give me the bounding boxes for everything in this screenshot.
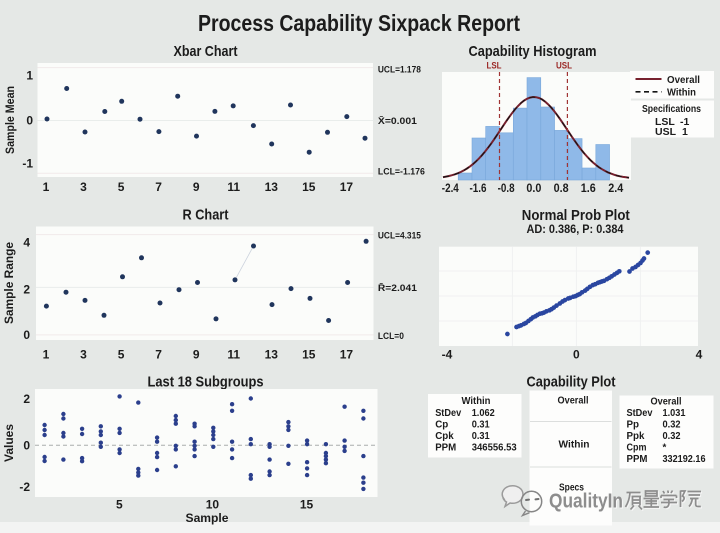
svg-text:Xbar Chart: Xbar Chart <box>174 43 238 60</box>
svg-text:Within: Within <box>462 396 491 407</box>
svg-text:1.031: 1.031 <box>663 408 687 419</box>
svg-text:StDev: StDev <box>435 408 462 419</box>
svg-text:UCL=1.178: UCL=1.178 <box>378 64 421 75</box>
svg-text:LSL: LSL <box>487 61 502 72</box>
svg-text:15: 15 <box>302 180 316 194</box>
svg-text:7: 7 <box>155 180 162 194</box>
svg-text:11: 11 <box>227 348 240 362</box>
svg-text:Ppk: Ppk <box>627 431 646 442</box>
svg-text:3: 3 <box>80 348 87 362</box>
svg-text:5: 5 <box>118 348 125 362</box>
svg-text:-2.4: -2.4 <box>442 181 459 195</box>
svg-text:13: 13 <box>265 348 279 362</box>
svg-text:0: 0 <box>573 348 580 362</box>
svg-text:AD: 0.386, P: 0.384: AD: 0.386, P: 0.384 <box>527 222 624 236</box>
svg-text:Specs: Specs <box>559 482 584 494</box>
svg-text:QualityIn: QualityIn <box>549 491 623 513</box>
svg-text:Cp: Cp <box>435 420 448 431</box>
svg-text:1.062: 1.062 <box>472 408 496 419</box>
svg-text:Overall: Overall <box>651 397 682 408</box>
svg-text:Sample Range: Sample Range <box>2 242 16 324</box>
svg-text:Capability Plot: Capability Plot <box>527 374 616 391</box>
svg-text:LCL=0: LCL=0 <box>378 331 404 342</box>
svg-text:9: 9 <box>193 348 200 362</box>
svg-text:Cpm: Cpm <box>627 443 647 454</box>
svg-text:0: 0 <box>26 114 33 128</box>
svg-text:*: * <box>663 443 667 454</box>
svg-text:5: 5 <box>116 498 123 512</box>
svg-text:1.6: 1.6 <box>581 181 596 195</box>
svg-text:Process Capability Sixpack Rep: Process Capability Sixpack Report <box>198 10 520 36</box>
svg-text:4: 4 <box>696 348 703 362</box>
svg-text:1: 1 <box>682 126 688 138</box>
svg-text:1: 1 <box>26 68 33 82</box>
svg-text:0.8: 0.8 <box>554 181 569 195</box>
svg-text:4: 4 <box>23 235 30 249</box>
svg-text:-1: -1 <box>22 156 33 170</box>
svg-text:PPM: PPM <box>435 443 456 454</box>
svg-text:PPM: PPM <box>627 454 648 465</box>
svg-text:0.31: 0.31 <box>472 420 491 431</box>
svg-text:10: 10 <box>206 498 220 512</box>
svg-text:11: 11 <box>227 180 240 194</box>
svg-text:0.0: 0.0 <box>526 181 541 195</box>
svg-text:QualityIn: QualityIn <box>550 492 624 514</box>
svg-text:Within: Within <box>667 88 696 99</box>
svg-text:Sample Mean: Sample Mean <box>3 86 17 154</box>
svg-text:StDev: StDev <box>627 408 654 419</box>
svg-text:0: 0 <box>23 438 30 452</box>
svg-text:USL: USL <box>655 126 677 138</box>
svg-text:R̄=2.041: R̄=2.041 <box>378 283 418 294</box>
svg-text:X̄=0.001: X̄=0.001 <box>378 116 418 127</box>
svg-text:Overall: Overall <box>558 395 589 407</box>
svg-text:15: 15 <box>300 498 314 512</box>
svg-text:17: 17 <box>340 348 354 362</box>
svg-text:R Chart: R Chart <box>183 207 229 224</box>
svg-text:-4: -4 <box>442 348 453 362</box>
svg-text:-2: -2 <box>19 480 30 494</box>
svg-text:9: 9 <box>193 180 200 194</box>
svg-text:Pp: Pp <box>627 420 640 431</box>
svg-text:Within: Within <box>559 439 590 451</box>
svg-text:346556.53: 346556.53 <box>472 443 518 454</box>
svg-text:Values: Values <box>2 424 16 462</box>
svg-text:0: 0 <box>23 328 30 342</box>
svg-text:1: 1 <box>43 180 50 194</box>
svg-text:7: 7 <box>155 348 162 362</box>
svg-text:Normal Prob Plot: Normal Prob Plot <box>522 207 630 224</box>
svg-text:2: 2 <box>23 283 30 297</box>
svg-text:17: 17 <box>340 180 354 194</box>
svg-text:-1.6: -1.6 <box>470 181 487 195</box>
svg-text:0.32: 0.32 <box>663 431 682 442</box>
svg-text:UCL=4.315: UCL=4.315 <box>378 230 422 241</box>
svg-text:0.31: 0.31 <box>472 431 491 442</box>
svg-text:3: 3 <box>80 180 87 194</box>
svg-text:2: 2 <box>23 392 30 406</box>
svg-text:LCL=-1.176: LCL=-1.176 <box>378 166 425 177</box>
svg-text:Cpk: Cpk <box>435 431 454 442</box>
svg-text:1: 1 <box>43 348 50 362</box>
svg-text:2.4: 2.4 <box>608 181 623 195</box>
svg-text:15: 15 <box>302 348 316 362</box>
svg-text:USL: USL <box>556 61 572 72</box>
svg-text:Sample: Sample <box>186 511 229 525</box>
svg-text:0.32: 0.32 <box>663 420 682 431</box>
svg-text:332192.16: 332192.16 <box>663 454 707 465</box>
svg-text:Capability Histogram: Capability Histogram <box>469 43 597 60</box>
svg-text:5: 5 <box>118 180 125 194</box>
svg-text:-1: -1 <box>680 116 689 128</box>
svg-text:-0.8: -0.8 <box>498 181 515 195</box>
svg-text:13: 13 <box>265 180 279 194</box>
svg-text:Specifications: Specifications <box>642 103 701 115</box>
svg-text:Overall: Overall <box>667 75 700 86</box>
svg-text:Last 18 Subgroups: Last 18 Subgroups <box>148 374 264 391</box>
svg-text:LSL: LSL <box>655 116 675 128</box>
